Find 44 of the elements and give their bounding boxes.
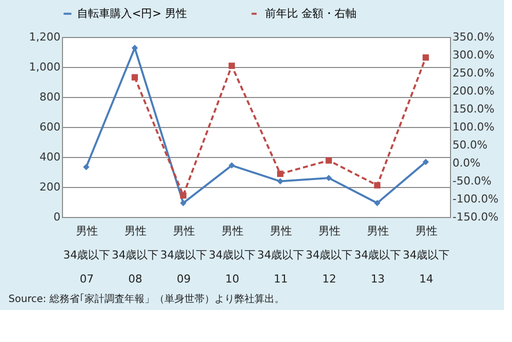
point xyxy=(422,158,429,166)
y2-tick-label: 150.0% xyxy=(452,102,494,116)
x-tick-label: 男性 34歳以下 13 xyxy=(354,224,402,286)
point xyxy=(228,162,235,169)
point xyxy=(83,164,90,170)
x-tick-label: 男性 34歳以下 12 xyxy=(306,224,353,286)
y-tick-label: 800 xyxy=(40,90,60,104)
legend-label: 前年比 金額・右軸 xyxy=(265,6,356,20)
y2-tick-label: 200.0% xyxy=(452,84,494,98)
legend-label: 自転車購入<円> 男性 xyxy=(77,6,187,20)
point xyxy=(132,44,138,52)
point xyxy=(277,178,284,184)
x-tick-label: 男性 34歳以下 14 xyxy=(402,224,450,286)
x-tick-label: 男性 34歳以下 11 xyxy=(257,224,304,286)
y-tick-label: 600 xyxy=(40,120,60,134)
x-tick-label: 男性 34歳以下 09 xyxy=(160,224,208,286)
y2-tick-label: 250.0% xyxy=(452,66,494,80)
y2-tick-label: 100.0% xyxy=(452,120,494,134)
y2-tick-label: -100.0% xyxy=(452,192,498,206)
y2-tick-label: 300.0% xyxy=(452,48,494,62)
x-tick-label: 男性 34歳以下 07 xyxy=(63,224,110,286)
y-tick-label: 1,000 xyxy=(29,60,60,74)
y-tick-label: 200 xyxy=(40,180,60,194)
y2-tick-label: 350.0% xyxy=(452,30,494,44)
y2-tick-label: 0.0% xyxy=(452,156,480,170)
point xyxy=(180,192,186,199)
point xyxy=(422,54,429,61)
y2-tick-label: -50.0% xyxy=(452,174,492,188)
point xyxy=(277,170,284,177)
y-tick-label: 1,200 xyxy=(29,30,60,44)
point xyxy=(374,200,380,206)
point xyxy=(228,62,235,69)
y-tick-label: 0 xyxy=(54,210,60,224)
source-note: Source: 総務省｢家計調査年報」（単身世帯）より弊社算出。 xyxy=(8,293,284,305)
point xyxy=(326,174,332,182)
x-tick-label: 男性 34歳以下 08 xyxy=(112,224,159,286)
point xyxy=(132,74,138,80)
point xyxy=(374,182,380,188)
y2-tick-label: 50.0% xyxy=(452,138,488,152)
point xyxy=(326,157,332,164)
y2-tick-label: -150.0% xyxy=(452,210,498,224)
y-tick-label: 400 xyxy=(40,150,60,164)
x-tick-label: 男性 34歳以下 10 xyxy=(208,224,256,286)
point xyxy=(180,200,186,206)
